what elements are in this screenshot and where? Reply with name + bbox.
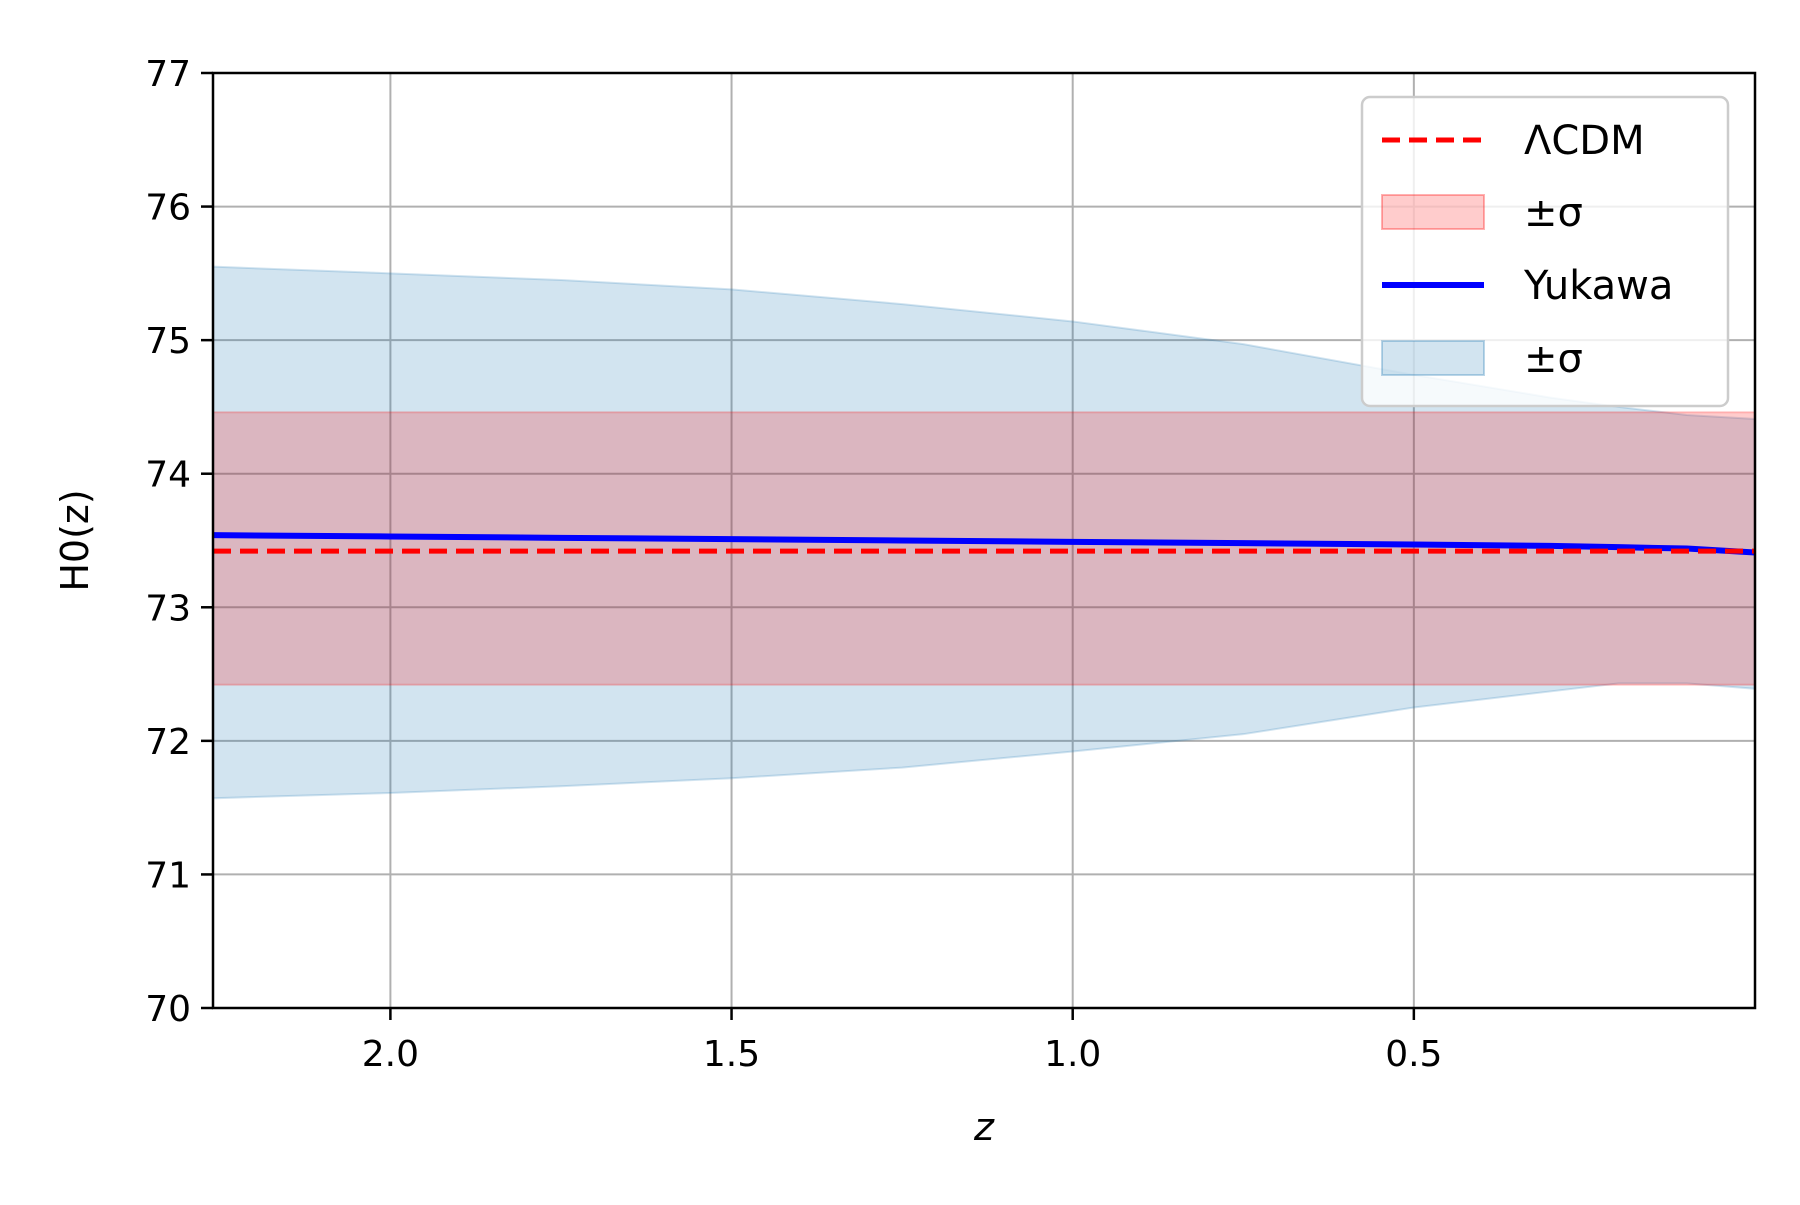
legend-label: ±σ <box>1524 190 1583 236</box>
legend-handle-yukawa-band <box>1381 340 1485 376</box>
legend-box <box>1360 95 1730 408</box>
x-tick-label: 1.0 <box>1044 1034 1101 1075</box>
y-tick-label: 74 <box>145 455 191 496</box>
y-axis-ticks: 70 71 72 73 74 75 76 77 <box>145 54 213 1030</box>
x-tick-label: 0.5 <box>1385 1034 1442 1075</box>
y-tick-label: 72 <box>145 722 191 763</box>
x-axis-ticks: 2.0 1.5 1.0 0.5 <box>362 1008 1442 1075</box>
legend-label: ΛCDM <box>1524 118 1645 164</box>
legend: ΛCDM ±σ Yukawa ±σ <box>1360 95 1730 408</box>
x-tick-label: 1.5 <box>703 1034 760 1075</box>
x-tick-label: 2.0 <box>362 1034 419 1075</box>
y-tick-label: 70 <box>145 989 191 1030</box>
y-axis-label: H0(z) <box>53 489 97 591</box>
plot-border <box>211 71 1757 1010</box>
legend-label: ±σ <box>1524 336 1583 382</box>
x-axis-label: z <box>973 1105 995 1149</box>
legend-label: Yukawa <box>1523 263 1673 309</box>
legend-handle-lcdm-band <box>1381 194 1485 230</box>
series-lines <box>212 532 1756 556</box>
y-tick-label: 76 <box>145 188 191 229</box>
y-tick-label: 73 <box>145 588 191 629</box>
y-tick-label: 77 <box>145 54 191 95</box>
yukawa-line <box>212 532 1756 556</box>
y-tick-label: 75 <box>145 321 191 362</box>
plot-frame <box>211 71 1757 1010</box>
y-tick-label: 71 <box>145 855 191 896</box>
